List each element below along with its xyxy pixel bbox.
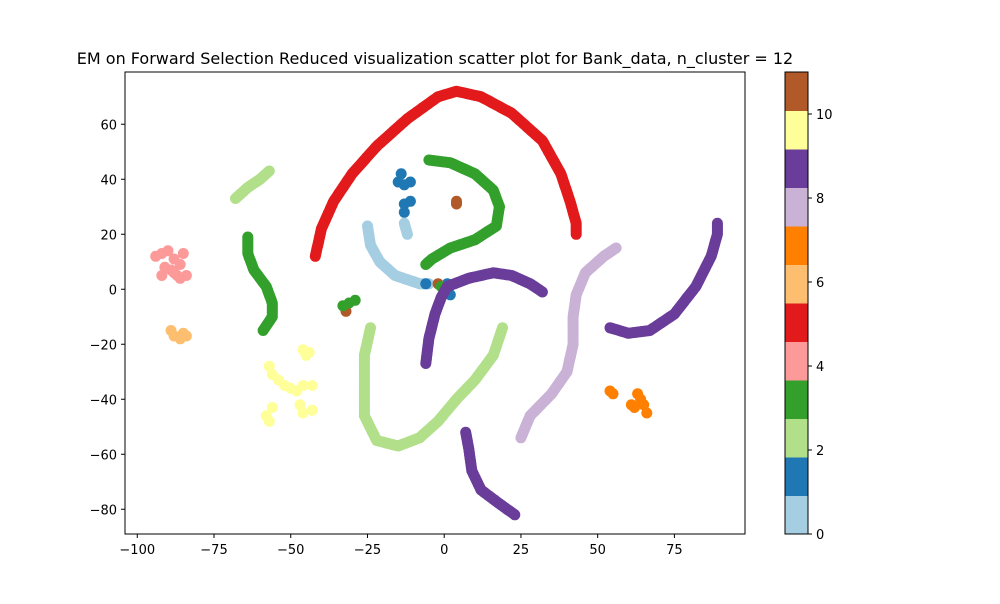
cluster-9-group xyxy=(604,217,723,339)
data-point xyxy=(303,347,315,358)
cluster-0-group xyxy=(362,220,435,290)
chart-title: EM on Forward Selection Reduced visualiz… xyxy=(77,49,793,69)
cluster-3-group xyxy=(420,154,505,270)
x-tick-label: −75 xyxy=(200,543,227,558)
data-point xyxy=(263,165,275,177)
data-point xyxy=(625,399,637,411)
colorbar-segment xyxy=(785,457,808,496)
cluster-6-group xyxy=(165,325,192,345)
colorbar-segment xyxy=(785,72,808,111)
data-point xyxy=(162,245,174,257)
cluster-7-group xyxy=(604,385,653,419)
data-point xyxy=(404,195,416,207)
plot-border xyxy=(124,71,746,535)
colorbar-segment xyxy=(785,110,808,150)
colorbar-tick-label: 10 xyxy=(816,108,833,123)
cluster-4-group xyxy=(150,245,192,284)
data-point xyxy=(570,228,582,240)
data-point xyxy=(451,195,462,207)
colorbar-segment xyxy=(785,187,808,227)
y-tick-label: −80 xyxy=(90,503,117,518)
data-points-layer xyxy=(150,85,723,521)
y-tick-label: −60 xyxy=(90,448,117,463)
x-tick-label: −25 xyxy=(354,543,381,558)
colorbar-segment xyxy=(785,380,808,419)
colorbar-tick-label: 4 xyxy=(816,360,824,375)
data-point xyxy=(174,259,186,270)
cluster-3-group xyxy=(242,231,278,336)
cluster-9-group xyxy=(420,267,548,369)
y-tick-label: 0 xyxy=(109,283,117,298)
data-point xyxy=(306,380,318,391)
data-point xyxy=(610,242,622,254)
data-point xyxy=(297,407,309,419)
data-point xyxy=(171,270,183,281)
data-point xyxy=(297,380,309,391)
x-tick-label: 0 xyxy=(440,543,448,558)
data-point xyxy=(497,322,508,334)
cluster-2-group xyxy=(358,322,508,452)
x-tick-label: 75 xyxy=(666,543,683,558)
x-axis: −100 −75 −50 −25 0 25 50 75 xyxy=(119,534,683,558)
x-tick-label: −50 xyxy=(277,543,304,558)
cluster-2-group xyxy=(230,165,275,204)
data-point xyxy=(257,325,269,336)
colorbar-tick-label: 6 xyxy=(816,276,824,291)
y-tick-label: 60 xyxy=(100,118,117,133)
colorbar-segment xyxy=(785,149,808,188)
data-point xyxy=(306,404,318,416)
data-point xyxy=(401,228,413,240)
data-point xyxy=(607,388,619,400)
cluster-0-group xyxy=(398,217,413,240)
cluster-8-group xyxy=(515,242,622,444)
y-tick-label: 20 xyxy=(100,228,117,243)
colorbar-tick-label: 8 xyxy=(816,192,824,207)
data-point xyxy=(180,330,192,342)
data-point xyxy=(177,248,189,259)
data-point xyxy=(711,217,723,229)
data-point xyxy=(509,509,521,521)
data-point xyxy=(641,407,653,419)
y-tick-label: −20 xyxy=(90,338,117,353)
data-point xyxy=(536,286,548,298)
colorbar-segment xyxy=(785,341,808,381)
y-tick-label: 40 xyxy=(100,173,117,188)
x-tick-label: −100 xyxy=(119,543,155,558)
data-point xyxy=(266,402,278,413)
colorbar-tick-label: 0 xyxy=(816,528,824,543)
colorbar-segment xyxy=(785,303,808,342)
cluster-10-group xyxy=(260,344,318,427)
data-point xyxy=(420,259,432,270)
data-point xyxy=(263,415,275,427)
colorbar-segment xyxy=(785,264,808,304)
y-axis: −80 −60 −40 −20 0 20 40 60 xyxy=(90,118,125,518)
data-point xyxy=(398,206,410,218)
cluster-5-group xyxy=(309,85,582,262)
colorbar-tick-label: 2 xyxy=(816,444,824,459)
data-point xyxy=(349,294,361,306)
cluster-9-group xyxy=(460,426,521,521)
data-point xyxy=(156,270,168,281)
y-tick-label: −40 xyxy=(90,393,117,408)
data-point xyxy=(404,176,416,188)
colorbar-segment xyxy=(785,495,808,535)
data-point xyxy=(420,278,432,290)
colorbar-border xyxy=(784,71,809,535)
x-tick-label: 50 xyxy=(589,543,606,558)
colorbar-segment xyxy=(785,418,808,458)
x-tick-label: 25 xyxy=(513,543,530,558)
colorbar-segment xyxy=(785,226,808,265)
colorbar: 0 2 4 6 8 10 xyxy=(784,71,833,543)
